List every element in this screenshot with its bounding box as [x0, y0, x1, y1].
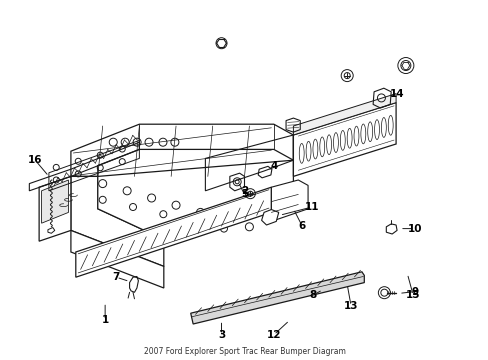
- Polygon shape: [271, 180, 307, 221]
- Text: 14: 14: [389, 89, 404, 99]
- Ellipse shape: [299, 143, 304, 163]
- Text: 15: 15: [405, 290, 420, 300]
- Ellipse shape: [367, 122, 372, 141]
- Text: 13: 13: [343, 301, 358, 311]
- Text: 3: 3: [218, 330, 224, 340]
- Ellipse shape: [312, 139, 317, 159]
- Ellipse shape: [360, 124, 365, 144]
- Ellipse shape: [305, 141, 310, 161]
- Polygon shape: [293, 94, 395, 135]
- Polygon shape: [39, 176, 71, 241]
- Polygon shape: [71, 124, 293, 176]
- Text: 2007 Ford Explorer Sport Trac Rear Bumper Diagram: 2007 Ford Explorer Sport Trac Rear Bumpe…: [143, 346, 345, 356]
- Polygon shape: [71, 230, 163, 288]
- Ellipse shape: [381, 117, 386, 137]
- Text: 2: 2: [241, 186, 247, 196]
- Polygon shape: [76, 187, 271, 277]
- Ellipse shape: [353, 126, 358, 146]
- Ellipse shape: [346, 129, 351, 148]
- Text: 10: 10: [407, 224, 421, 234]
- Ellipse shape: [387, 115, 392, 135]
- Text: 11: 11: [304, 202, 319, 212]
- Polygon shape: [190, 272, 364, 324]
- Ellipse shape: [333, 132, 338, 152]
- Polygon shape: [293, 103, 395, 176]
- Ellipse shape: [326, 135, 331, 155]
- Text: 5: 5: [241, 189, 247, 199]
- Text: 4: 4: [269, 161, 277, 171]
- Ellipse shape: [319, 137, 324, 157]
- Text: 8: 8: [309, 290, 316, 300]
- Text: 9: 9: [410, 287, 417, 297]
- Text: 7: 7: [112, 272, 120, 282]
- Polygon shape: [261, 210, 278, 225]
- Text: 16: 16: [28, 155, 42, 165]
- Text: 1: 1: [102, 315, 108, 325]
- Polygon shape: [98, 160, 293, 239]
- Text: 6: 6: [298, 221, 305, 231]
- Polygon shape: [71, 176, 163, 266]
- Ellipse shape: [340, 130, 345, 150]
- Ellipse shape: [374, 120, 379, 139]
- Text: 12: 12: [266, 330, 281, 340]
- Polygon shape: [41, 180, 68, 223]
